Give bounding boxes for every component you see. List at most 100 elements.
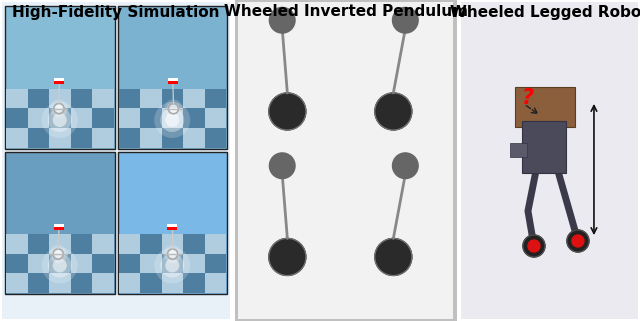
FancyBboxPatch shape xyxy=(461,2,638,319)
FancyBboxPatch shape xyxy=(347,6,450,149)
Circle shape xyxy=(375,239,412,275)
FancyBboxPatch shape xyxy=(205,234,226,254)
Circle shape xyxy=(52,102,65,115)
FancyBboxPatch shape xyxy=(140,89,161,108)
FancyBboxPatch shape xyxy=(348,153,449,234)
FancyBboxPatch shape xyxy=(49,108,70,128)
FancyBboxPatch shape xyxy=(252,176,328,244)
FancyBboxPatch shape xyxy=(241,6,344,149)
Circle shape xyxy=(160,108,184,132)
Circle shape xyxy=(52,258,67,273)
Circle shape xyxy=(154,247,190,283)
FancyBboxPatch shape xyxy=(205,128,226,148)
Circle shape xyxy=(54,250,62,258)
Circle shape xyxy=(269,93,306,130)
FancyBboxPatch shape xyxy=(49,234,70,254)
FancyBboxPatch shape xyxy=(118,234,140,254)
Text: Wheeled Legged Robot: Wheeled Legged Robot xyxy=(450,4,640,20)
FancyBboxPatch shape xyxy=(348,267,449,293)
Circle shape xyxy=(392,7,418,33)
FancyBboxPatch shape xyxy=(92,273,113,293)
FancyBboxPatch shape xyxy=(92,128,113,148)
Bar xyxy=(168,78,178,81)
FancyBboxPatch shape xyxy=(242,116,343,123)
FancyBboxPatch shape xyxy=(242,122,343,148)
Circle shape xyxy=(392,153,418,178)
FancyBboxPatch shape xyxy=(5,152,115,294)
Circle shape xyxy=(572,235,584,247)
FancyBboxPatch shape xyxy=(510,143,527,157)
Circle shape xyxy=(164,100,182,118)
Bar xyxy=(54,224,64,227)
FancyBboxPatch shape xyxy=(118,6,227,149)
Circle shape xyxy=(48,108,72,132)
Circle shape xyxy=(523,235,545,257)
FancyBboxPatch shape xyxy=(118,273,140,293)
Bar xyxy=(54,78,65,81)
FancyBboxPatch shape xyxy=(183,89,205,108)
FancyBboxPatch shape xyxy=(92,89,113,108)
FancyBboxPatch shape xyxy=(70,89,92,108)
FancyBboxPatch shape xyxy=(161,254,183,273)
FancyBboxPatch shape xyxy=(357,176,435,244)
FancyBboxPatch shape xyxy=(205,108,226,128)
FancyBboxPatch shape xyxy=(522,121,566,173)
FancyBboxPatch shape xyxy=(161,108,183,128)
FancyBboxPatch shape xyxy=(2,2,230,319)
FancyBboxPatch shape xyxy=(242,267,343,293)
FancyBboxPatch shape xyxy=(6,254,28,273)
Circle shape xyxy=(160,254,184,277)
FancyBboxPatch shape xyxy=(6,234,113,293)
FancyBboxPatch shape xyxy=(6,108,28,128)
FancyBboxPatch shape xyxy=(242,7,343,89)
FancyBboxPatch shape xyxy=(205,273,226,293)
FancyBboxPatch shape xyxy=(205,254,226,273)
FancyBboxPatch shape xyxy=(357,30,435,99)
Circle shape xyxy=(154,102,190,138)
FancyBboxPatch shape xyxy=(92,234,113,254)
FancyBboxPatch shape xyxy=(70,273,92,293)
FancyBboxPatch shape xyxy=(70,234,92,254)
FancyBboxPatch shape xyxy=(242,153,343,234)
Bar xyxy=(168,227,177,230)
FancyBboxPatch shape xyxy=(49,89,70,108)
FancyBboxPatch shape xyxy=(118,152,227,294)
FancyBboxPatch shape xyxy=(235,0,457,321)
FancyBboxPatch shape xyxy=(183,108,205,128)
FancyBboxPatch shape xyxy=(348,261,449,268)
FancyBboxPatch shape xyxy=(183,254,205,273)
FancyBboxPatch shape xyxy=(28,234,49,254)
Circle shape xyxy=(165,113,179,127)
Circle shape xyxy=(165,258,179,273)
Circle shape xyxy=(49,245,67,263)
FancyBboxPatch shape xyxy=(6,89,28,108)
FancyBboxPatch shape xyxy=(6,234,28,254)
FancyBboxPatch shape xyxy=(252,30,328,99)
Bar xyxy=(168,224,177,227)
Circle shape xyxy=(269,239,306,275)
Circle shape xyxy=(48,254,72,277)
FancyBboxPatch shape xyxy=(92,254,113,273)
FancyBboxPatch shape xyxy=(140,128,161,148)
FancyBboxPatch shape xyxy=(348,122,449,148)
FancyBboxPatch shape xyxy=(6,273,28,293)
FancyBboxPatch shape xyxy=(140,254,161,273)
FancyBboxPatch shape xyxy=(347,152,450,294)
FancyBboxPatch shape xyxy=(238,2,453,319)
FancyBboxPatch shape xyxy=(183,128,205,148)
FancyBboxPatch shape xyxy=(118,234,226,293)
Circle shape xyxy=(42,247,77,283)
Circle shape xyxy=(164,245,182,263)
Circle shape xyxy=(528,240,540,252)
Circle shape xyxy=(269,153,295,178)
FancyBboxPatch shape xyxy=(183,273,205,293)
FancyBboxPatch shape xyxy=(70,108,92,128)
Text: High-Fidelity Simulation: High-Fidelity Simulation xyxy=(12,4,220,20)
Circle shape xyxy=(55,105,63,112)
FancyBboxPatch shape xyxy=(70,128,92,148)
FancyBboxPatch shape xyxy=(5,6,115,149)
FancyBboxPatch shape xyxy=(161,89,183,108)
Circle shape xyxy=(167,102,180,115)
FancyBboxPatch shape xyxy=(92,108,113,128)
FancyBboxPatch shape xyxy=(49,254,70,273)
